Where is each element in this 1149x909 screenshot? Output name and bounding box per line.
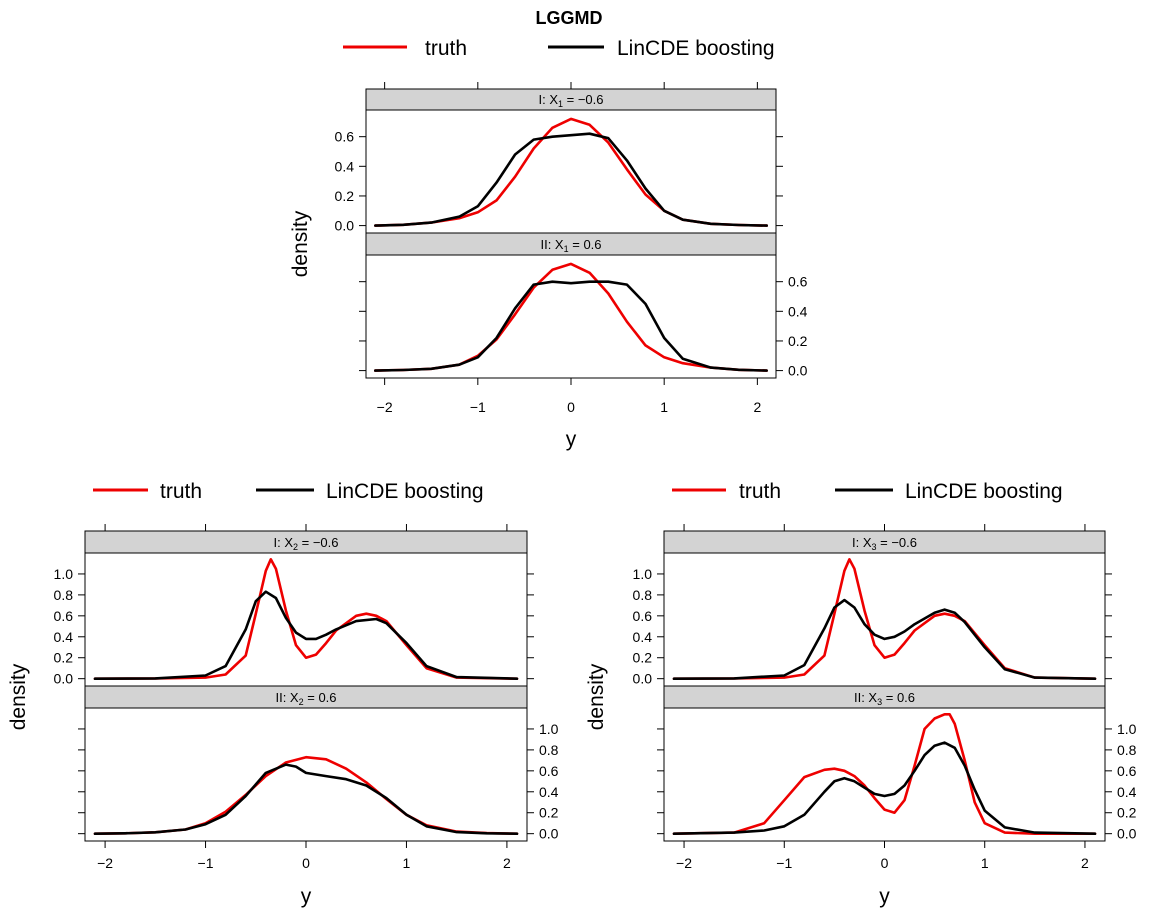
legend-lincde-label: LinCDE boosting [326, 480, 484, 503]
panel-strip-label: I: X2 = −0.6 [273, 535, 338, 552]
y-tick-label: 0.6 [1117, 763, 1137, 779]
legend-truth-label: truth [739, 480, 781, 503]
x-tick-label: 0 [302, 855, 310, 871]
y-tick-label: 0.6 [788, 274, 808, 290]
legend-truth-label: truth [160, 480, 202, 503]
x-axis-title: y [566, 428, 577, 451]
y-tick-label: 0.4 [54, 629, 74, 645]
series-line-lincde [672, 598, 1097, 680]
series-line-truth [672, 558, 1097, 680]
y-tick-label: 0.8 [539, 742, 559, 758]
x-tick-label: −2 [676, 855, 692, 871]
main-title: LGGMD [536, 8, 603, 28]
x-tick-label: 0 [567, 399, 575, 415]
y-tick-label: 0.8 [1117, 742, 1137, 758]
x-tick-label: 2 [1081, 855, 1089, 871]
x-tick-label: −1 [198, 855, 214, 871]
series-line-truth [672, 713, 1097, 835]
series-line-lincde [672, 741, 1097, 835]
x-tick-label: 0 [881, 855, 889, 871]
y-tick-label: 0.2 [788, 333, 808, 349]
y-tick-label: 1.0 [54, 566, 74, 582]
panel-frame [365, 109, 777, 234]
x-tick-label: 2 [753, 399, 761, 415]
y-tick-label: 0.2 [539, 805, 559, 821]
y-tick-label: 0.4 [335, 158, 355, 174]
y-tick-label: 0.4 [1117, 784, 1137, 800]
panel-strip-label: II: X3 = 0.6 [854, 690, 915, 707]
y-axis-title: density [7, 663, 30, 730]
panel-strip-label: II: X1 = 0.6 [540, 237, 601, 254]
series-line-lincde [93, 763, 519, 835]
y-tick-label: 1.0 [539, 721, 559, 737]
x-tick-label: −2 [97, 855, 113, 871]
series-line-truth [374, 262, 768, 372]
y-tick-label: 0.0 [1117, 826, 1137, 842]
y-tick-label: 0.0 [54, 671, 74, 687]
y-tick-label: 1.0 [1117, 721, 1137, 737]
y-tick-label: 0.0 [539, 826, 559, 842]
x-tick-label: −1 [776, 855, 792, 871]
panel-frame [663, 707, 1106, 842]
series-line-lincde [374, 280, 768, 372]
y-tick-label: 0.2 [1117, 805, 1137, 821]
chart-lggmd-x3: truth LinCDE boosting I: X3 = −0.6 0.0 0.2 0.… [585, 480, 1137, 908]
y-tick-label: 0.6 [54, 608, 74, 624]
x-tick-label: 2 [503, 855, 511, 871]
y-tick-label: 0.2 [633, 650, 653, 666]
y-tick-label: 0.6 [539, 763, 559, 779]
x-tick-label: −1 [470, 399, 486, 415]
panel-strip-label: I: X3 = −0.6 [852, 535, 917, 552]
y-tick-label: 0.6 [633, 608, 653, 624]
x-tick-label: 1 [981, 855, 989, 871]
y-tick-label: 0.0 [788, 363, 808, 379]
x-axis-title: y [879, 885, 890, 908]
chart-lggmd-x1: truth LinCDE boosting I: X1 = −0.6 0.0 0.2 0.… [289, 37, 808, 451]
panel-frame [365, 254, 777, 379]
legend-lincde-label: LinCDE boosting [617, 37, 775, 60]
x-axis-title: y [301, 885, 312, 908]
x-tick-label: −2 [377, 399, 393, 415]
legend-truth-label: truth [425, 37, 467, 60]
series-line-truth [93, 755, 519, 835]
y-tick-label: 0.2 [54, 650, 74, 666]
panel-frame [84, 552, 528, 687]
legend-lincde-label: LinCDE boosting [905, 480, 1063, 503]
y-tick-label: 0.4 [539, 784, 559, 800]
y-axis-title: density [585, 663, 608, 730]
y-tick-label: 0.4 [633, 629, 653, 645]
panel-strip-label: II: X2 = 0.6 [275, 690, 336, 707]
chart-lggmd-x2: truth LinCDE boosting I: X2 = −0.6 0.0 0.2 0.… [7, 480, 559, 908]
panel-frame [84, 707, 528, 842]
y-tick-label: 0.4 [788, 303, 808, 319]
y-tick-label: 1.0 [633, 566, 653, 582]
panel-frame [663, 552, 1106, 687]
series-line-lincde [93, 590, 519, 680]
y-tick-label: 0.8 [633, 587, 653, 603]
y-tick-label: 0.0 [633, 671, 653, 687]
y-tick-label: 0.8 [54, 587, 74, 603]
y-axis-title: density [289, 210, 312, 277]
y-tick-label: 0.2 [335, 188, 355, 204]
y-tick-label: 0.6 [335, 129, 355, 145]
x-tick-label: 1 [403, 855, 411, 871]
x-tick-label: 1 [660, 399, 668, 415]
y-tick-label: 0.0 [335, 218, 355, 234]
series-line-truth [93, 558, 519, 680]
series-line-lincde [374, 132, 768, 227]
panel-strip-label: I: X1 = −0.6 [538, 92, 603, 109]
